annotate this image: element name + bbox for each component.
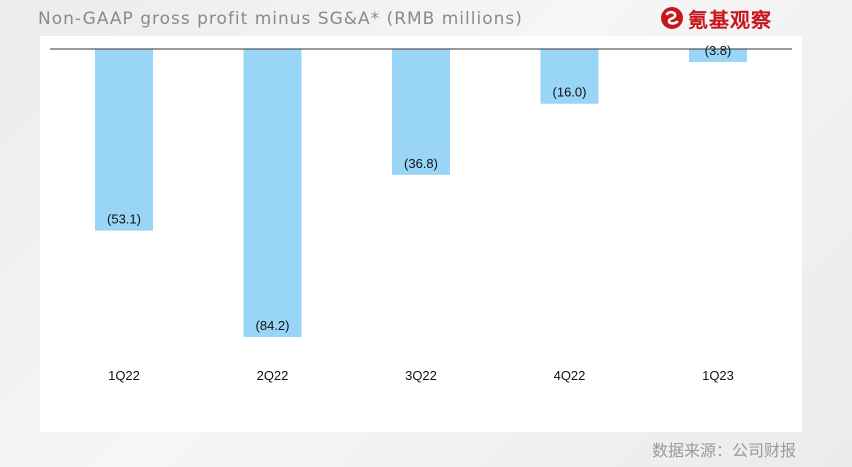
bar-1Q23 [689, 49, 747, 62]
bar-chart: (53.1) 1Q22 (84.2) 2Q22 (36.8) 3Q22 (16.0) 4Q22… [50, 43, 792, 383]
bar-2Q22 [243, 49, 302, 337]
data-label-1Q22: (53.1) [107, 212, 141, 227]
category-label-4Q22: 4Q22 [554, 368, 586, 383]
source-note: 数据来源：公司财报 [651, 441, 796, 460]
data-label-4Q22: (16.0) [553, 85, 587, 100]
data-label-3Q22: (36.8) [404, 156, 438, 171]
logo-text: 氪基观察 [688, 7, 772, 32]
data-label-1Q23: (3.8) [705, 43, 732, 58]
category-label-3Q22: 3Q22 [405, 368, 437, 383]
bar-4Q22 [540, 49, 599, 104]
category-label-1Q23: 1Q23 [702, 368, 734, 383]
bar-3Q22 [392, 49, 450, 175]
category-label-1Q22: 1Q22 [108, 368, 140, 383]
bar-1Q22 [95, 49, 153, 231]
data-label-2Q22: (84.2) [256, 318, 290, 333]
chart-panel: (53.1) 1Q22 (84.2) 2Q22 (36.8) 3Q22 (16.0) 4Q22… [40, 36, 802, 432]
chart-title: Non-GAAP gross profit minus SG&A* (RMB m… [38, 9, 523, 29]
logo-icon [661, 7, 683, 29]
category-label-2Q22: 2Q22 [257, 368, 289, 383]
brand-logo: 氪基观察 [660, 4, 772, 32]
